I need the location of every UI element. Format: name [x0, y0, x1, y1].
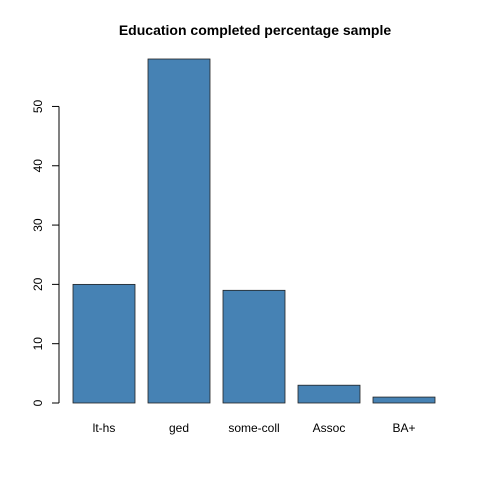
y-tick-label: 20 [31, 277, 45, 291]
x-category-label: some-coll [228, 421, 279, 435]
bar-some-coll [222, 289, 286, 404]
x-category-label: ged [169, 421, 189, 435]
bar-ba [372, 396, 436, 404]
y-tick-label: 40 [31, 159, 45, 173]
x-category-label: Assoc [313, 421, 346, 435]
x-category-label: BA+ [392, 421, 415, 435]
y-axis: 0 10 20 30 40 50 [31, 99, 60, 406]
x-category-label: lt-hs [93, 421, 116, 435]
bar-ged [147, 58, 211, 404]
bar-assoc [297, 384, 361, 404]
chart-title: Education completed percentage sample [119, 22, 392, 38]
y-tick-label: 10 [31, 337, 45, 351]
y-tick-label: 0 [31, 399, 45, 406]
x-axis-labels: lt-hs ged some-coll Assoc BA+ [93, 421, 416, 435]
y-tick-label: 50 [31, 99, 45, 113]
y-tick-label: 30 [31, 218, 45, 232]
bars-group [72, 58, 436, 404]
bar-lt-hs [72, 283, 136, 404]
